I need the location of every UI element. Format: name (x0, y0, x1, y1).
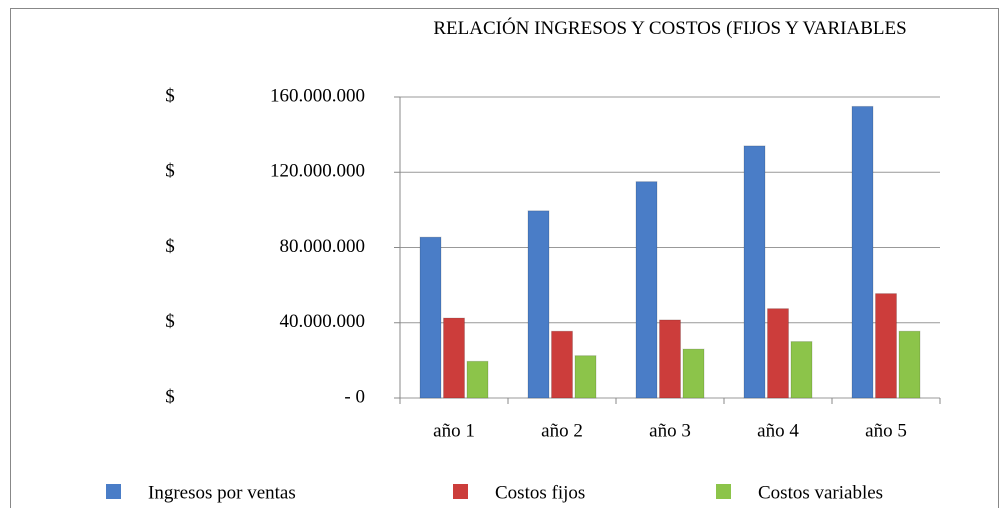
chart-border (10, 8, 999, 508)
x-tick-label: año 1 (433, 420, 475, 441)
legend-label: Costos fijos (495, 482, 585, 503)
bar (767, 308, 789, 399)
y-tick-currency: $ (165, 311, 175, 332)
x-tick-label: año 3 (649, 420, 691, 441)
bar (790, 341, 813, 399)
legend-label: Costos variables (758, 482, 883, 503)
bar (574, 355, 597, 399)
y-tick-label: 40.000.000 (280, 311, 366, 332)
bar (419, 236, 442, 399)
x-tick-label: año 4 (757, 420, 799, 441)
bar (875, 293, 897, 399)
legend-swatch (716, 484, 731, 499)
bar (851, 105, 874, 399)
y-tick-currency: $ (165, 161, 175, 182)
y-tick-currency: $ (165, 85, 175, 106)
x-tick-label: año 2 (541, 420, 583, 441)
bar (551, 330, 573, 399)
bar (635, 181, 658, 399)
y-tick-label: - 0 (344, 386, 365, 407)
legend-label: Ingresos por ventas (148, 482, 296, 503)
x-tick-label: año 5 (865, 420, 907, 441)
legend-swatch (106, 484, 121, 499)
bar (527, 210, 550, 399)
y-tick-currency: $ (165, 236, 175, 257)
y-tick-currency: $ (165, 386, 175, 407)
y-tick-label: 80.000.000 (280, 236, 366, 257)
bar (743, 145, 766, 399)
bar (659, 319, 681, 399)
y-tick-label: 160.000.000 (270, 85, 365, 106)
bar (898, 330, 921, 399)
bar (466, 360, 489, 399)
legend-swatch (453, 484, 468, 499)
bar (682, 348, 705, 399)
chart-title: RELACIÓN INGRESOS Y COSTOS (FIJOS Y VARI… (433, 18, 907, 39)
bar (443, 317, 465, 399)
y-tick-label: 120.000.000 (270, 161, 365, 182)
